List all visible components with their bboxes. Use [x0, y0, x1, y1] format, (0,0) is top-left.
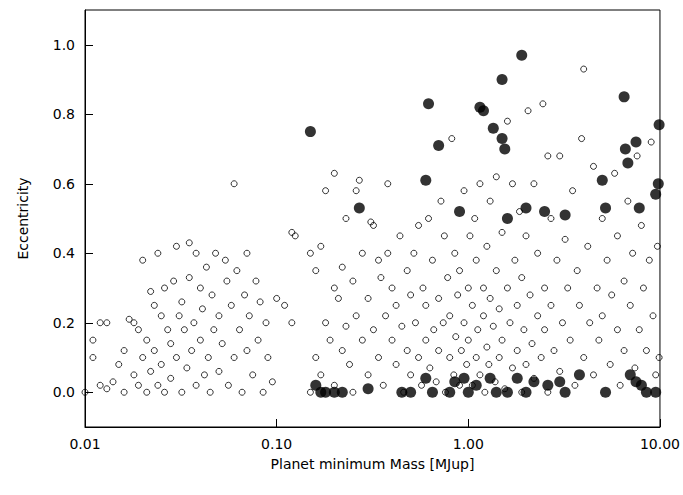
svg-text:0.10: 0.10 [261, 436, 292, 452]
svg-text:1.00: 1.00 [453, 436, 484, 452]
svg-text:0.6: 0.6 [53, 176, 75, 192]
svg-text:0.2: 0.2 [53, 315, 75, 331]
svg-text:10.00: 10.00 [640, 436, 680, 452]
svg-text:0.01: 0.01 [69, 436, 100, 452]
svg-text:1.0: 1.0 [53, 37, 75, 53]
svg-text:Planet minimum Mass [MJup]: Planet minimum Mass [MJup] [271, 456, 475, 472]
svg-text:Eccentricity: Eccentricity [15, 177, 31, 259]
svg-text:0.8: 0.8 [53, 106, 75, 122]
svg-text:0.0: 0.0 [53, 384, 75, 400]
svg-text:0.4: 0.4 [53, 245, 75, 261]
